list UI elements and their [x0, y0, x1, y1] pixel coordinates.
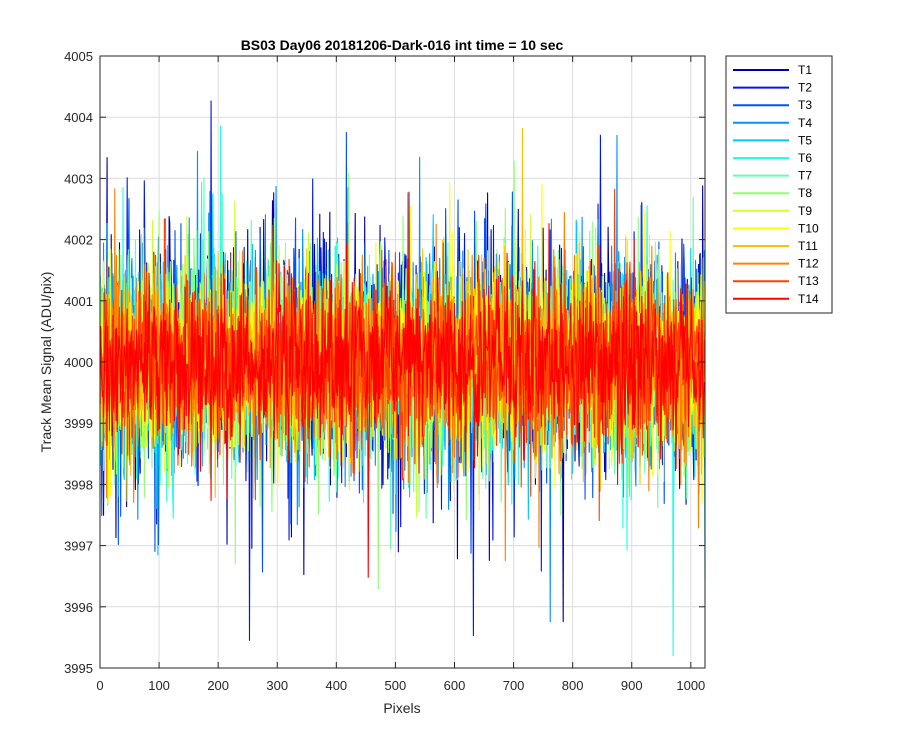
x-tick-label: 0 [96, 678, 103, 693]
legend: T1 T2 T3 T4 T5 T6 T7 T8 T9 T10 T11 T12 T13 T14 [725, 55, 833, 314]
legend-label-t12: T12 [798, 257, 819, 271]
legend-label-t3: T3 [798, 98, 812, 112]
legend-label-t8: T8 [798, 186, 812, 200]
x-tick-label: 300 [266, 678, 288, 693]
legend-label-t1: T1 [798, 63, 812, 77]
y-tick-label: 3999 [64, 416, 93, 431]
y-tick-label: 4001 [64, 294, 93, 309]
x-axis-label: Pixels [383, 700, 420, 716]
x-tick-label: 500 [385, 678, 407, 693]
legend-label-t6: T6 [798, 151, 812, 165]
y-tick-label: 4003 [64, 171, 93, 186]
legend-label-t14: T14 [798, 292, 819, 306]
x-tick-label: 200 [207, 678, 229, 693]
legend-label-t11: T11 [798, 239, 818, 253]
x-tick-label: 800 [562, 678, 584, 693]
y-tick-label: 4000 [64, 355, 93, 370]
legend-label-t7: T7 [798, 169, 812, 183]
series-lines [100, 100, 705, 657]
y-tick-label: 3997 [64, 539, 93, 554]
chart-title: BS03 Day06 20181206-Dark-016 int time = … [241, 37, 564, 53]
x-tick-label: 100 [148, 678, 170, 693]
y-tick-label: 4004 [64, 110, 93, 125]
series-line-t14 [100, 191, 705, 578]
x-tick-label: 900 [621, 678, 643, 693]
y-tick-label: 4002 [64, 233, 93, 248]
x-tick-label: 1000 [676, 678, 705, 693]
legend-label-t9: T9 [798, 204, 812, 218]
x-tick-label: 400 [325, 678, 347, 693]
y-tick-label: 3996 [64, 600, 93, 615]
x-tick-label: 700 [503, 678, 525, 693]
legend-label-t5: T5 [798, 133, 812, 147]
y-tick-label: 3995 [64, 661, 93, 676]
axis-ticks: 0 100 200 300 400 500 600 700 800 900 1000 3995 3996… [64, 49, 705, 693]
legend-label-t10: T10 [798, 221, 819, 235]
legend-box [725, 55, 833, 314]
legend-label-t13: T13 [798, 274, 819, 288]
y-tick-label: 3998 [64, 477, 93, 492]
y-axis-label: Track Mean Signal (ADU/pix) [38, 272, 54, 453]
y-tick-label: 4005 [64, 49, 93, 64]
legend-label-t2: T2 [798, 81, 812, 95]
x-tick-label: 600 [444, 678, 466, 693]
legend-label-t4: T4 [798, 116, 812, 130]
